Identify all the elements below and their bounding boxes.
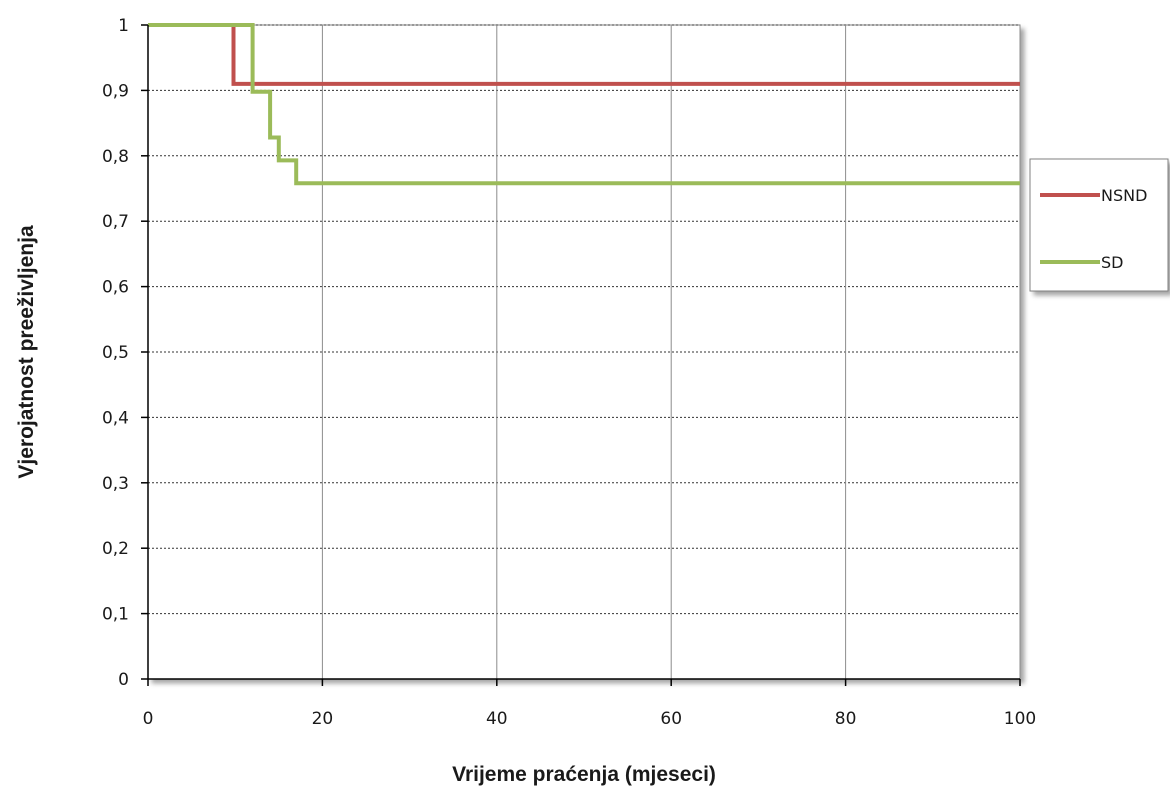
y-tick-label: 0,7 <box>102 212 129 232</box>
y-tick-label: 0,5 <box>102 343 129 363</box>
x-tick-label: 0 <box>143 709 154 729</box>
y-tick-labels: 0 0,1 0,2 0,3 0,4 0,5 0,6 0,7 0,8 0,9 1 <box>102 16 129 690</box>
y-tick-label: 0,9 <box>102 81 129 101</box>
x-tick-labels: 0 20 40 60 80 100 <box>143 709 1037 729</box>
x-tick-label: 80 <box>835 709 857 729</box>
x-axis-title: Vrijeme praćenja (mjeseci) <box>452 763 716 786</box>
y-axis-title: Vjerojatnost preeživljenja <box>15 225 38 479</box>
x-tick-label: 100 <box>1004 709 1036 729</box>
legend-box <box>1029 158 1169 292</box>
y-tick-label: 0,2 <box>102 539 129 559</box>
x-tick-label: 20 <box>312 709 334 729</box>
legend-label: NSND <box>1101 186 1147 205</box>
y-tick-label: 0,6 <box>102 278 129 298</box>
y-tick-label: 1 <box>118 16 129 36</box>
legend: NSND SD <box>1029 158 1169 292</box>
axes-layer <box>141 24 1021 686</box>
series-layer <box>148 23 1020 186</box>
y-tick-label: 0,1 <box>102 605 129 625</box>
legend-label: SD <box>1101 253 1123 272</box>
y-tick-label: 0,3 <box>102 474 129 494</box>
x-tick-label: 40 <box>486 709 508 729</box>
y-tick-label: 0,4 <box>102 408 129 428</box>
series-line-sd <box>148 23 1020 186</box>
x-tick-label: 60 <box>660 709 682 729</box>
grid-lines <box>148 24 1021 679</box>
y-tick-label: 0 <box>118 670 129 690</box>
y-tick-label: 0,8 <box>102 147 129 167</box>
